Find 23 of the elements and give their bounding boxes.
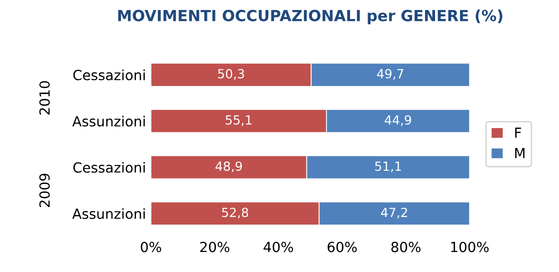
y-tick-label: Assunzioni [72, 208, 145, 219]
x-tick-label: 60% [328, 242, 357, 252]
x-tick-label: 80% [391, 242, 421, 252]
text: 2010 [39, 81, 50, 115]
data-label: 44,9 [384, 115, 412, 126]
data-label: 55,1 [226, 115, 252, 126]
data-label: 47,2 [381, 208, 408, 218]
chart-title: MOVIMENTI OCCUPAZIONALI per GENERE (%) [118, 10, 502, 24]
x-tick-label: 40% [264, 242, 294, 252]
data-label: 50,3 [218, 68, 244, 80]
data-label: 51,1 [375, 162, 401, 172]
x-tick-label: 20% [200, 242, 230, 252]
data-label: 48,9 [216, 161, 242, 172]
y-tick-label: Assunzioni [72, 116, 145, 127]
text: 2009 [39, 174, 50, 208]
data-label: 52,8 [222, 208, 248, 218]
y-tick-label: Cessazioni [73, 162, 145, 173]
x-tick-label: 0% [140, 242, 162, 252]
legend-label: F [515, 128, 522, 138]
x-tick-label: 100% [451, 242, 489, 252]
legend-label: M [515, 148, 524, 158]
y-tick-label: Cessazioni [73, 70, 145, 80]
data-label: 49,7 [377, 68, 404, 80]
